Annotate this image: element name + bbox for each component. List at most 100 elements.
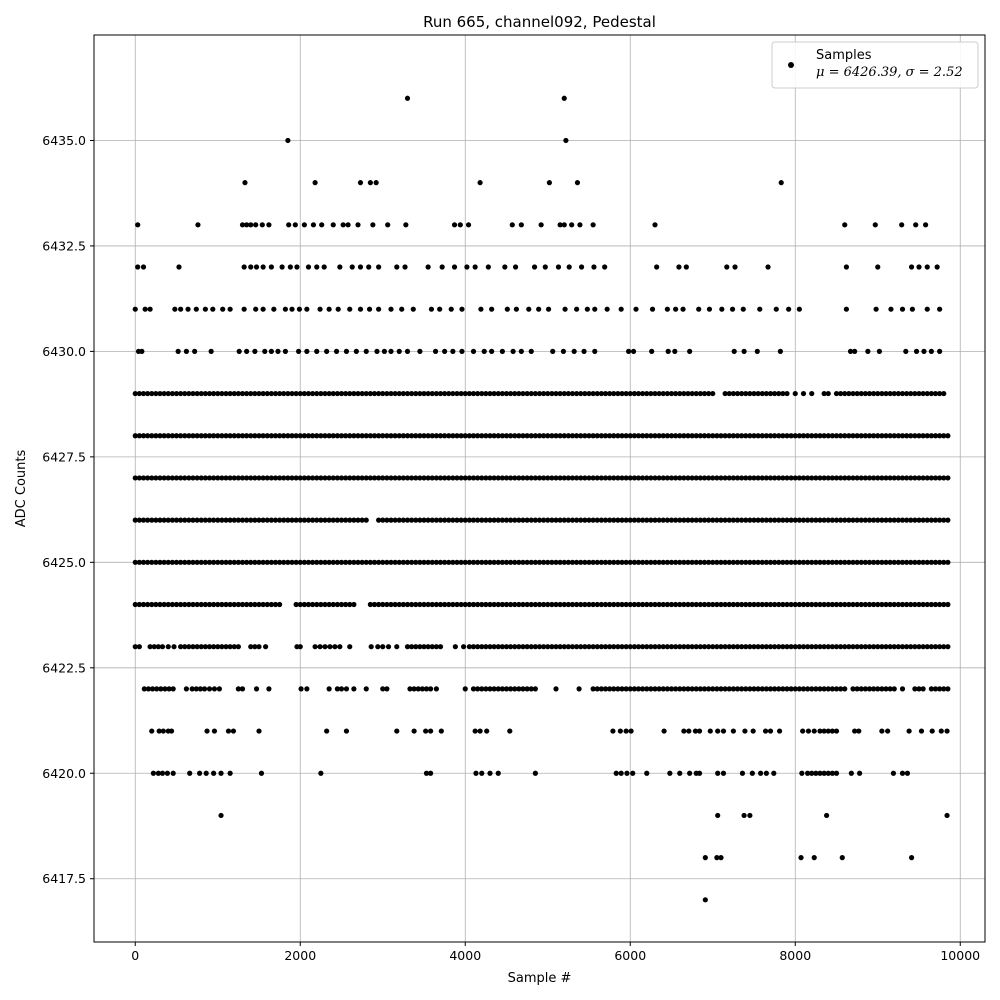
data-point <box>796 475 802 481</box>
data-point <box>472 264 478 270</box>
legend-marker <box>788 62 794 68</box>
data-point <box>176 264 182 270</box>
data-point <box>381 348 387 354</box>
data-point <box>223 390 229 397</box>
data-point <box>685 433 691 439</box>
data-point <box>433 390 439 397</box>
data-point <box>227 559 233 565</box>
data-point <box>602 517 609 523</box>
data-point <box>520 390 526 397</box>
data-point <box>198 601 204 608</box>
data-point <box>607 475 613 481</box>
data-point <box>183 348 189 354</box>
data-point <box>279 264 285 270</box>
x-tick-label: 4000 <box>449 948 481 963</box>
data-point <box>829 559 835 565</box>
data-point <box>487 770 493 776</box>
data-point <box>541 390 547 397</box>
data-point <box>862 517 868 523</box>
data-point <box>479 390 485 397</box>
data-point <box>194 433 200 439</box>
data-point <box>924 390 930 397</box>
x-tick-label: 10000 <box>940 948 980 963</box>
data-point <box>479 770 485 776</box>
data-point <box>178 601 184 608</box>
data-point <box>627 644 633 650</box>
data-point <box>458 601 464 608</box>
data-point <box>256 728 262 734</box>
data-point <box>677 644 683 650</box>
x-tick-label: 2000 <box>284 948 316 963</box>
data-point <box>730 475 736 481</box>
data-point <box>821 728 827 734</box>
data-point <box>215 433 221 439</box>
data-point <box>582 601 588 608</box>
data-point <box>602 559 609 565</box>
data-point <box>809 475 815 481</box>
data-point <box>264 601 270 608</box>
data-point <box>227 475 233 481</box>
data-point <box>569 222 575 228</box>
data-point <box>153 517 159 523</box>
data-point <box>157 559 163 565</box>
data-point <box>425 601 431 608</box>
data-point <box>842 517 848 523</box>
data-point <box>231 517 237 523</box>
data-point <box>202 517 208 523</box>
data-point <box>330 601 336 608</box>
data-point <box>842 390 848 397</box>
data-point <box>206 686 213 692</box>
data-point <box>326 306 332 312</box>
data-point <box>569 559 576 565</box>
data-point <box>202 306 208 312</box>
data-point <box>909 306 916 312</box>
data-point <box>457 222 463 228</box>
data-point <box>206 390 213 397</box>
data-point <box>924 644 930 650</box>
data-point <box>561 601 567 608</box>
data-point <box>409 390 415 397</box>
data-point <box>904 517 910 523</box>
data-point <box>413 644 419 650</box>
data-point <box>421 433 427 439</box>
data-point <box>809 559 815 565</box>
data-point <box>920 390 926 397</box>
data-point <box>557 601 563 608</box>
data-point <box>351 517 357 523</box>
data-point <box>846 644 852 650</box>
data-point <box>809 770 815 776</box>
data-point <box>891 517 897 523</box>
data-point <box>604 306 610 312</box>
data-point <box>681 644 687 650</box>
data-point <box>586 644 592 650</box>
data-point <box>891 475 897 481</box>
data-point <box>343 559 349 565</box>
data-point <box>631 601 637 608</box>
data-point <box>644 601 650 608</box>
data-point <box>314 559 320 565</box>
data-point <box>664 644 670 650</box>
data-point <box>411 686 417 692</box>
data-point <box>574 180 581 186</box>
data-point <box>524 601 530 608</box>
data-point <box>310 433 316 439</box>
data-point <box>916 644 922 650</box>
data-point <box>186 601 192 608</box>
data-point <box>569 601 576 608</box>
data-point <box>920 559 926 565</box>
data-point <box>553 559 559 565</box>
data-point <box>248 601 254 608</box>
data-point <box>631 475 637 481</box>
data-point <box>780 644 786 650</box>
data-point <box>376 559 382 565</box>
data-point <box>297 390 303 397</box>
data-point <box>409 517 415 523</box>
data-point <box>842 222 848 228</box>
data-point <box>508 644 514 650</box>
data-point <box>718 433 724 439</box>
data-point <box>833 686 840 692</box>
data-point <box>788 433 794 439</box>
data-point <box>619 433 625 439</box>
data-point <box>227 644 233 650</box>
data-point <box>487 686 493 692</box>
